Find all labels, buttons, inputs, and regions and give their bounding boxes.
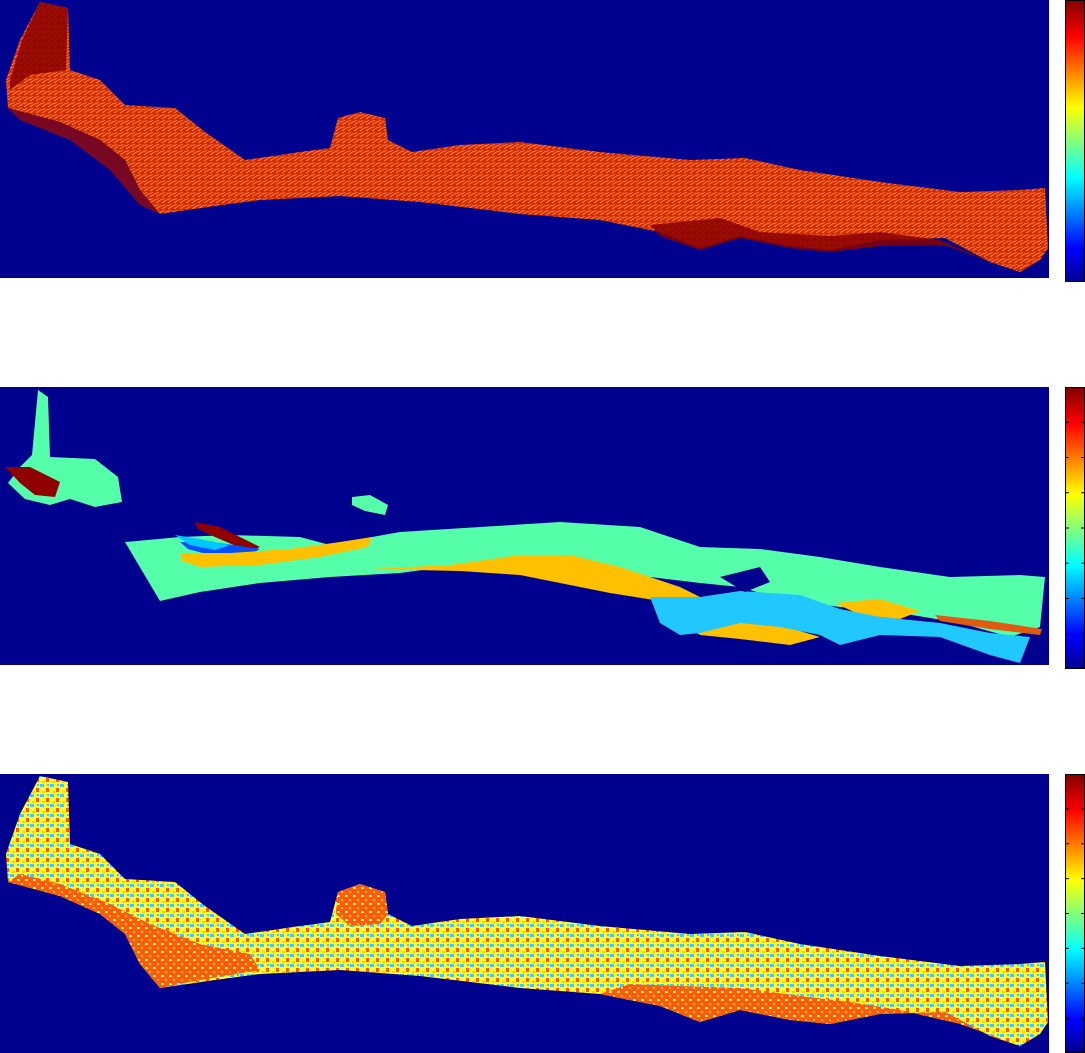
map-panel-1-canvas — [0, 0, 1049, 280]
map-panel-3-canvas — [0, 774, 1049, 1053]
colorbar-gradient — [1065, 0, 1085, 282]
map-panel-2-canvas — [0, 387, 1049, 667]
colorbar-2 — [1065, 387, 1085, 669]
colorbar-3-canvas — [1065, 774, 1085, 1053]
colorbar-2-canvas — [1065, 387, 1085, 669]
map-panel-2 — [0, 387, 1049, 667]
colorbar-1 — [1065, 0, 1085, 282]
colorbar-1-canvas — [1065, 0, 1085, 282]
colorbar-3 — [1065, 774, 1085, 1053]
map-panel-3 — [0, 774, 1049, 1053]
map-panel-1 — [0, 0, 1049, 280]
